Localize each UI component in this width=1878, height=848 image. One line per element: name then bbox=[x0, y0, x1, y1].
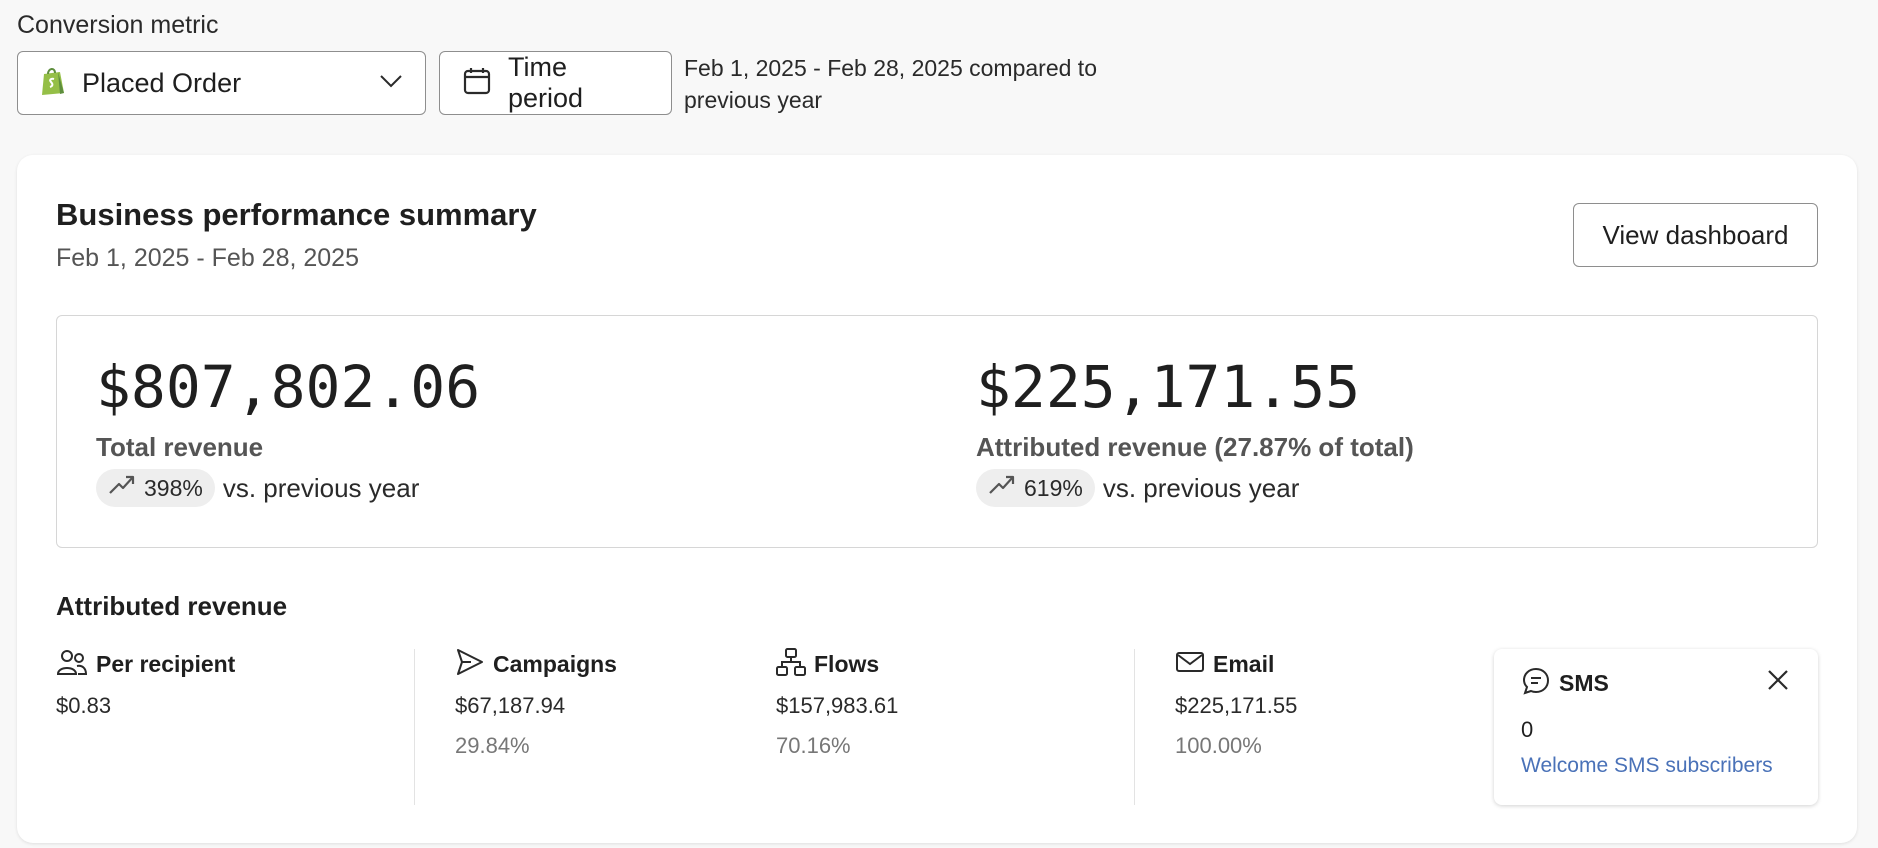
revenue-summary-box: $807,802.06 Total revenue 398% vs. previ… bbox=[56, 315, 1818, 548]
card-date-range: Feb 1, 2025 - Feb 28, 2025 bbox=[56, 244, 359, 272]
stat-value: $157,983.61 bbox=[776, 693, 899, 718]
trend-up-icon bbox=[988, 473, 1016, 503]
conversion-metric-value: Placed Order bbox=[82, 67, 242, 98]
stat-campaigns: Campaigns $67,187.94 29.84% bbox=[455, 647, 617, 759]
divider bbox=[1134, 649, 1135, 805]
shopify-bag-icon bbox=[40, 66, 66, 101]
send-icon bbox=[455, 647, 485, 682]
time-period-button[interactable]: Time period bbox=[439, 51, 672, 115]
divider bbox=[414, 649, 415, 805]
business-performance-card: Business performance summary Feb 1, 2025… bbox=[17, 155, 1857, 843]
attributed-revenue-title: Attributed revenue bbox=[56, 591, 288, 621]
users-icon bbox=[56, 647, 88, 682]
stat-per-recipient: Per recipient $0.83 bbox=[56, 647, 235, 719]
stat-email: Email $225,171.55 100.00% bbox=[1175, 647, 1297, 759]
change-badge: 398% bbox=[96, 469, 215, 507]
view-dashboard-button[interactable]: View dashboard bbox=[1573, 203, 1818, 267]
attributed-revenue-label: Attributed revenue (27.87% of total) bbox=[976, 432, 1414, 462]
stat-label: Flows bbox=[814, 650, 880, 677]
close-icon[interactable] bbox=[1764, 666, 1792, 694]
sms-stat-card: SMS 0 Welcome SMS subscribers bbox=[1494, 649, 1818, 805]
total-revenue-value: $807,802.06 bbox=[96, 353, 481, 421]
time-period-description: Feb 1, 2025 - Feb 28, 2025 compared to p… bbox=[684, 55, 1097, 113]
chevron-down-icon bbox=[379, 69, 403, 98]
attributed-revenue-value: $225,171.55 bbox=[976, 353, 1361, 421]
stat-label: Email bbox=[1213, 650, 1275, 677]
stat-value: $67,187.94 bbox=[455, 693, 566, 718]
stat-label: SMS bbox=[1559, 670, 1609, 696]
card-title: Business performance summary bbox=[56, 197, 537, 232]
total-revenue-kpi: $807,802.06 Total revenue 398% vs. previ… bbox=[96, 352, 480, 507]
total-revenue-label: Total revenue bbox=[96, 432, 264, 462]
calendar-icon bbox=[462, 66, 492, 101]
conversion-metric-label: Conversion metric bbox=[17, 11, 219, 39]
flow-icon bbox=[776, 647, 806, 682]
change-badge: 619% bbox=[976, 469, 1095, 507]
stat-label: Campaigns bbox=[493, 650, 617, 677]
stat-value: $225,171.55 bbox=[1175, 693, 1298, 718]
stat-value: $0.83 bbox=[56, 693, 112, 718]
trend-up-icon bbox=[108, 473, 136, 503]
change-percent: 398% bbox=[144, 474, 203, 501]
stat-label: Per recipient bbox=[96, 650, 236, 677]
comparison-label: vs. previous year bbox=[222, 472, 420, 503]
stat-percent: 29.84% bbox=[455, 733, 530, 758]
stat-value: 0 bbox=[1521, 717, 1534, 742]
time-period-label: Time period bbox=[508, 52, 584, 113]
chat-icon bbox=[1521, 666, 1551, 701]
change-percent: 619% bbox=[1024, 474, 1083, 501]
attributed-revenue-kpi: $225,171.55 Attributed revenue (27.87% o… bbox=[976, 352, 1414, 507]
stat-flows: Flows $157,983.61 70.16% bbox=[776, 647, 898, 759]
stat-percent: 70.16% bbox=[776, 733, 851, 758]
stat-percent: 100.00% bbox=[1175, 733, 1262, 758]
welcome-sms-subscribers-link[interactable]: Welcome SMS subscribers bbox=[1521, 754, 1773, 777]
comparison-label: vs. previous year bbox=[1102, 472, 1300, 503]
conversion-metric-dropdown[interactable]: Placed Order bbox=[17, 51, 426, 115]
mail-icon bbox=[1175, 647, 1205, 682]
